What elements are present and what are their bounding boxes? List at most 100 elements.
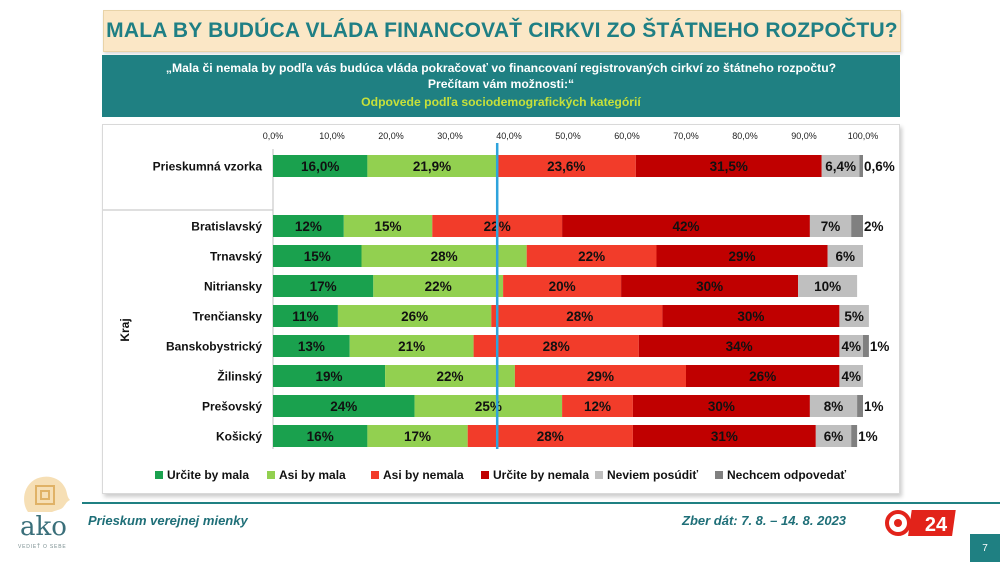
bar-segment <box>839 335 863 357</box>
data-label: 7% <box>821 219 841 234</box>
category-label: Prešovský <box>202 400 262 414</box>
data-label: 22% <box>436 369 463 384</box>
data-label: 30% <box>696 279 723 294</box>
x-tick-label: 80,0% <box>732 131 758 141</box>
data-label: 16% <box>307 429 334 444</box>
bar-segment <box>273 395 415 417</box>
bar-segment <box>815 425 852 447</box>
data-label: 22% <box>425 279 452 294</box>
data-label: 1% <box>870 339 890 354</box>
bar-segment <box>496 155 636 177</box>
bar-segment <box>526 245 657 267</box>
data-label: 5% <box>844 309 864 324</box>
x-tick-label: 40,0% <box>496 131 522 141</box>
data-label: 28% <box>537 429 564 444</box>
data-label: 15% <box>304 249 331 264</box>
data-label: 15% <box>375 219 402 234</box>
data-label: 26% <box>749 369 776 384</box>
bar-segment <box>273 215 344 237</box>
tv-24-logo: 24 <box>885 510 956 536</box>
bar-segment <box>662 305 840 327</box>
legend-swatch <box>715 471 723 479</box>
legend-label: Určite by mala <box>167 468 249 482</box>
footer-divider <box>82 502 1000 504</box>
data-label: 26% <box>401 309 428 324</box>
category-label: Trnavský <box>210 250 262 264</box>
data-label: 1% <box>864 399 884 414</box>
data-label: 17% <box>310 279 337 294</box>
bar-segment <box>273 365 386 387</box>
category-label: Trenčiansky <box>193 310 263 324</box>
subtitle-text: Odpovede podľa sociodemografických kateg… <box>361 95 641 109</box>
bar-segment <box>385 365 515 387</box>
bar-segment <box>798 275 858 297</box>
bar-segment <box>491 305 498 327</box>
bar-segment <box>562 395 633 417</box>
x-tick-label: 90,0% <box>791 131 817 141</box>
bar-segment <box>839 305 869 327</box>
data-label: 21% <box>398 339 425 354</box>
data-label: 8% <box>824 399 844 414</box>
stacked-bar-chart: 0,0% 10,0% 20,0% 30,0% 40,0% 50,0% 60,0% 70,0% 8… <box>103 131 895 482</box>
data-label: 31% <box>711 429 738 444</box>
data-label: 6,4% <box>825 159 856 174</box>
footer-dates: Zber dát: 7. 8. – 14. 8. 2023 <box>682 513 847 528</box>
bar-segment <box>497 305 663 327</box>
legend-label: Nechcem odpovedať <box>727 468 846 482</box>
data-label: 6% <box>836 249 856 264</box>
bar-segment <box>638 335 840 357</box>
x-tick-label: 50,0% <box>555 131 581 141</box>
category-label: Prieskumná vzorka <box>153 160 263 174</box>
data-label: 30% <box>737 309 764 324</box>
x-tick-label: 60,0% <box>614 131 640 141</box>
legend-swatch <box>481 471 489 479</box>
bar-segment <box>632 425 816 447</box>
data-label: 2% <box>864 219 884 234</box>
ako-head-icon <box>24 476 70 512</box>
bar-segment <box>632 395 810 417</box>
data-label: 0,6% <box>864 159 895 174</box>
data-label: 21,9% <box>413 159 451 174</box>
bar-segment <box>273 275 374 297</box>
bar-segment <box>635 155 822 177</box>
bar-segment <box>562 215 810 237</box>
bar-segment <box>851 215 863 237</box>
category-label: Banskobystrický <box>166 340 262 354</box>
data-label: 16,0% <box>301 159 339 174</box>
bar-segment <box>373 275 504 297</box>
data-label: 20% <box>549 279 576 294</box>
ako-logo-tagline: VEDIEŤ O SEBE <box>18 544 67 550</box>
bar-segment <box>273 305 338 327</box>
category-label: Košický <box>216 430 262 444</box>
data-label: 19% <box>316 369 343 384</box>
bar-segment <box>273 425 368 447</box>
bar-segment <box>656 245 828 267</box>
bar-segment <box>361 245 527 267</box>
data-label: 6% <box>824 429 844 444</box>
data-label: 17% <box>404 429 431 444</box>
data-label: 29% <box>587 369 614 384</box>
category-label: Nitriansky <box>204 280 262 294</box>
footer-survey-label: Prieskum verejnej mienky <box>88 513 248 528</box>
bar-segment <box>839 365 863 387</box>
x-tick-label: 10,0% <box>319 131 345 141</box>
bar-segment <box>859 155 863 177</box>
page-title: MALA BY BUDÚCA VLÁDA FINANCOVAŤ CIRKVI Z… <box>106 19 898 42</box>
bar-segment <box>851 425 858 447</box>
bar-segment <box>821 155 860 177</box>
x-tick-label: 0,0% <box>263 131 284 141</box>
data-label: 24% <box>330 399 357 414</box>
data-label: 23,6% <box>547 159 585 174</box>
bar-segment <box>414 395 563 417</box>
legend-swatch <box>595 471 603 479</box>
data-label: 25% <box>475 399 502 414</box>
bar-segment <box>809 395 858 417</box>
bar-segment <box>273 245 362 267</box>
bar-segment <box>273 335 350 357</box>
legend-label: Neviem posúdiť <box>607 468 698 482</box>
bar-segment <box>367 155 497 177</box>
bar-segment <box>827 245 863 267</box>
chart-frame: 0,0% 10,0% 20,0% 30,0% 40,0% 50,0% 60,0% 70,0% 8… <box>102 124 900 494</box>
data-label: 29% <box>729 249 756 264</box>
data-label: 34% <box>726 339 753 354</box>
